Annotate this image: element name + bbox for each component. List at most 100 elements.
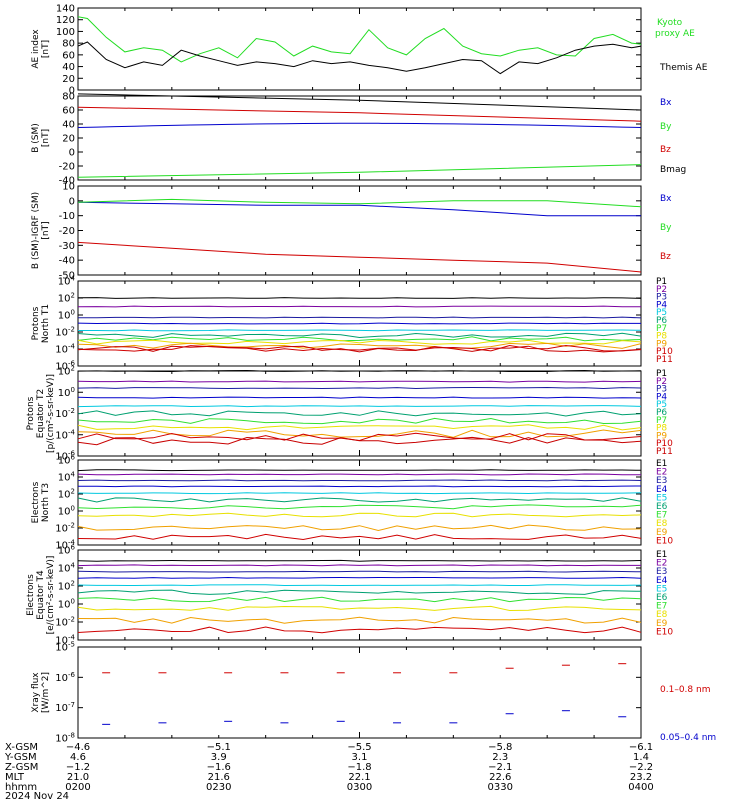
y-tick-label: 106 — [58, 544, 76, 557]
legend-e1: E1 — [656, 459, 667, 469]
channel-line-e6 — [77, 497, 642, 503]
legend-p10: P10 — [656, 347, 673, 357]
y-tick-label: 102 — [58, 580, 75, 593]
series-line-bz — [77, 106, 642, 122]
legend-e4: E4 — [656, 485, 668, 495]
legend-by: By — [660, 122, 672, 132]
legend-p1: P1 — [656, 277, 667, 287]
ephem-label: hhmm — [5, 782, 37, 793]
legend-themis: Themis AE — [659, 63, 708, 73]
panel-frame-1 — [77, 7, 642, 91]
legend-p8: P8 — [656, 424, 667, 434]
channel-line-p3 — [77, 386, 642, 390]
series-line-bz — [77, 241, 642, 273]
ephem-value: 0330 — [488, 782, 513, 793]
channel-line-p6 — [77, 410, 642, 417]
y-tick-label: -20 — [59, 162, 75, 173]
y-tick-label: 80 — [62, 92, 75, 103]
y-tick-label: 10-4 — [55, 539, 75, 552]
channel-line-p6 — [77, 332, 642, 339]
legend-bx: Bx — [660, 98, 672, 108]
legend-p11: P11 — [656, 355, 673, 365]
legend-p3: P3 — [656, 293, 667, 303]
legend-bmag: Bmag — [660, 165, 686, 175]
y-axis-label: [nT] — [41, 129, 51, 147]
y-tick-label: -40 — [59, 256, 75, 267]
y-tick-label: 60 — [62, 50, 75, 61]
legend-p9: P9 — [656, 339, 667, 349]
channel-line-p5 — [78, 329, 642, 332]
y-tick-label: 140 — [56, 4, 75, 15]
date-label: 2024 Nov 24 — [5, 791, 69, 800]
ephem-value: 3.9 — [211, 752, 227, 763]
legend-p3: P3 — [656, 385, 667, 395]
channel-line-p2 — [77, 380, 642, 383]
channel-line-p9 — [77, 429, 642, 438]
ephem-value: 4.6 — [70, 752, 86, 763]
y-axis-label: [e/(cm²-s-sr-keV)] — [46, 556, 56, 635]
legend-p2: P2 — [656, 285, 667, 295]
y-axis-label: Electrons — [26, 574, 36, 616]
legend-p6: P6 — [656, 316, 667, 326]
channel-line-e5 — [77, 492, 642, 495]
y-axis-label: [p/(cm²-s-sr-keV)] — [46, 374, 56, 453]
ephem-value: 21.6 — [208, 772, 230, 783]
ephem-value: −1.8 — [347, 762, 371, 773]
ephem-value: 0200 — [65, 782, 90, 793]
y-tick-label: -30 — [59, 241, 75, 252]
ephem-value: 23.2 — [630, 772, 652, 783]
y-axis-label: AE index — [31, 29, 41, 69]
y-tick-label: 104 — [58, 562, 76, 575]
y-axis-label: [nT] — [41, 221, 51, 239]
channel-line-p4 — [77, 396, 642, 399]
y-tick-label: 10-2 — [55, 407, 75, 420]
legend-e8: E8 — [656, 610, 668, 620]
legend-bx: Bx — [660, 194, 672, 204]
legend-p10: P10 — [656, 439, 673, 449]
y-axis-label: Electrons — [31, 481, 41, 523]
y-tick-label: 10-2 — [55, 522, 75, 535]
legend-bz: Bz — [660, 145, 671, 155]
y-tick-label: -40 — [59, 176, 75, 187]
y-tick-label: 10-4 — [55, 343, 75, 356]
y-tick-label: 100 — [58, 309, 75, 322]
ephem-value: −1.6 — [207, 762, 231, 773]
legend-p7: P7 — [656, 416, 667, 426]
y-tick-label: 104 — [58, 471, 76, 484]
channel-line-p7 — [77, 336, 642, 342]
ephem-value: 3.1 — [352, 752, 368, 763]
y-axis-label: B (SM) — [31, 123, 41, 153]
channel-line-e3 — [77, 570, 642, 573]
channel-line-p5 — [77, 405, 642, 408]
channel-line-e4 — [77, 485, 642, 488]
ephem-value: −5.5 — [347, 742, 371, 753]
y-tick-label: 80 — [62, 39, 75, 50]
y-tick-label: 0 — [69, 86, 75, 97]
y-tick-label: -10 — [59, 211, 75, 222]
y-tick-label: 10-8 — [55, 732, 75, 745]
y-axis-label: [W/m^2] — [41, 672, 51, 713]
channel-line-p10 — [77, 344, 642, 352]
y-tick-label: 102 — [58, 488, 75, 501]
panel-frame-7 — [77, 549, 642, 641]
y-axis-label: Protons — [26, 396, 36, 430]
channel-line-e10 — [77, 533, 642, 541]
legend-p5: P5 — [656, 400, 667, 410]
channel-line-p9 — [77, 342, 642, 349]
ephem-label: MLT — [5, 772, 25, 783]
ephem-value: −1.2 — [66, 762, 90, 773]
series-line-bx — [77, 122, 642, 128]
ephem-value: 1.4 — [633, 752, 649, 763]
y-axis-label: North T3 — [41, 483, 51, 522]
y-tick-label: 120 — [56, 15, 75, 26]
channel-line-e10 — [77, 626, 642, 634]
channel-line-e3 — [77, 479, 642, 482]
panel-frame-8 — [77, 646, 642, 739]
y-tick-label: 10-2 — [55, 616, 75, 629]
legend-e4: E4 — [656, 576, 668, 586]
channel-line-e5 — [77, 584, 642, 587]
y-tick-label: 10-4 — [55, 428, 75, 441]
legend-e6: E6 — [656, 502, 668, 512]
series-line-themis-ae — [77, 41, 642, 75]
